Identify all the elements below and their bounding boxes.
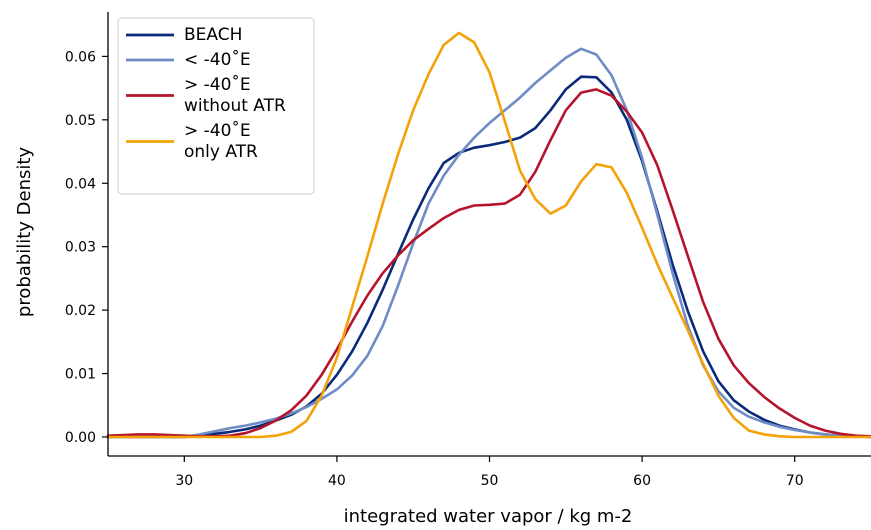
x-axis: 30 40 50 60 70 [108, 455, 871, 489]
x-tick-label: 60 [633, 473, 651, 489]
legend-label-line: < -40˚E [184, 49, 251, 70]
legend-label-line: without ATR [184, 96, 286, 116]
legend-label-1: < -40˚E [184, 49, 251, 70]
plot-area [106, 31, 871, 439]
x-tick-label: 40 [328, 473, 346, 489]
legend-label-line: > -40˚E [184, 74, 251, 95]
y-tick-label: 0.06 [65, 49, 96, 65]
y-axis: 0.00 0.01 0.02 0.03 0.04 0.05 0.06 [65, 12, 109, 456]
legend-label-3: > -40˚E only ATR [184, 120, 258, 162]
y-tick-label: 0.02 [65, 303, 96, 319]
y-tick-label: 0.04 [65, 176, 96, 192]
legend-label-line: BEACH [184, 25, 242, 45]
legend-label-line: only ATR [184, 142, 258, 162]
legend-frame [117, 17, 315, 195]
y-tick-label: 0.00 [65, 430, 96, 446]
y-tick-label: 0.03 [65, 240, 96, 256]
legend: BEACH< -40˚E> -40˚E without ATR> -40˚E onl… [117, 17, 315, 195]
y-tick-label: 0.05 [65, 113, 96, 129]
legend-label-line: > -40˚E [184, 120, 251, 141]
x-tick-label: 30 [175, 473, 193, 489]
legend-label-0: BEACH [184, 25, 242, 45]
x-axis-label: integrated water vapor / kg m-2 [344, 506, 633, 527]
legend-label-2: > -40˚E without ATR [184, 74, 286, 116]
x-tick-label: 50 [481, 473, 499, 489]
y-tick-label: 0.01 [65, 367, 96, 383]
x-tick-label: 70 [786, 473, 804, 489]
series-line-3 [106, 31, 871, 439]
series-line-1 [106, 47, 871, 439]
series-line-0 [106, 75, 871, 439]
series-line-2 [106, 88, 871, 438]
y-axis-label: probability Density [14, 147, 35, 318]
